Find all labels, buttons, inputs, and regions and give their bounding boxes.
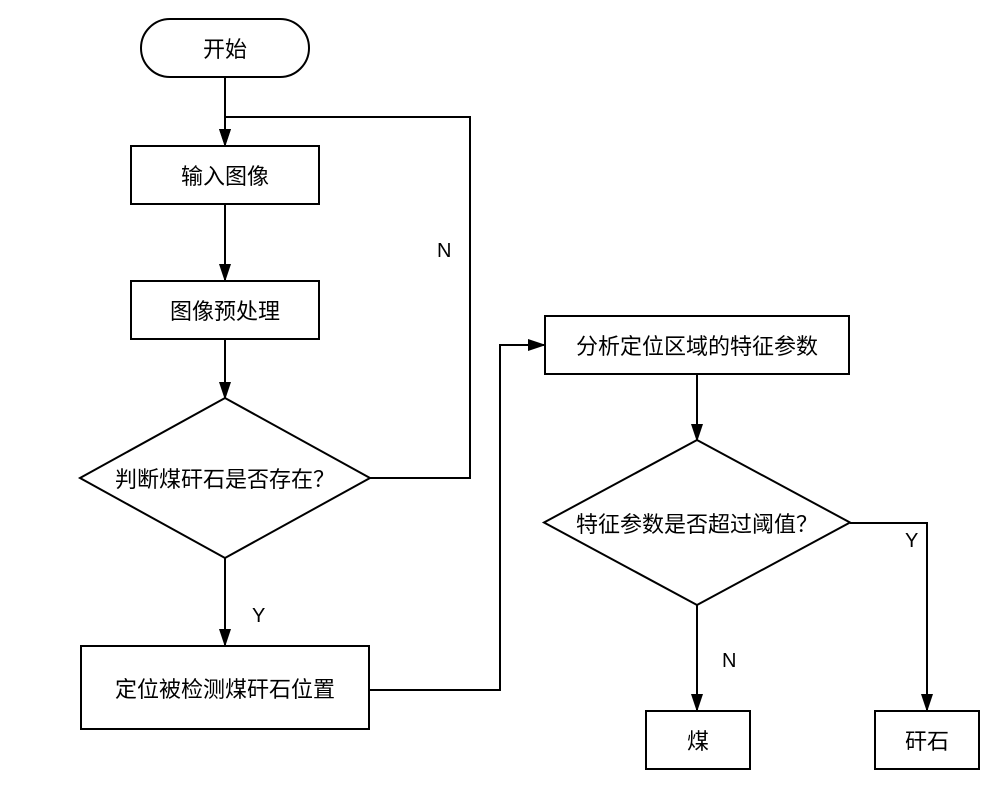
edge-label-decision2-coal: N bbox=[720, 650, 738, 673]
edge-label-decision1-input: N bbox=[435, 240, 453, 263]
node-label-decision2: 特征参数是否超过阈值？ bbox=[546, 507, 848, 539]
node-input: 输入图像 bbox=[130, 145, 320, 205]
node-label-decision1: 判断煤矸石是否存在？ bbox=[85, 462, 365, 494]
node-label-coal: 煤 bbox=[687, 724, 709, 756]
node-decision2: 特征参数是否超过阈值？ bbox=[544, 440, 850, 605]
node-locate: 定位被检测煤矸石位置 bbox=[80, 645, 370, 730]
node-decision1: 判断煤矸石是否存在？ bbox=[80, 398, 370, 558]
node-label-preprocess: 图像预处理 bbox=[170, 294, 280, 326]
node-label-locate: 定位被检测煤矸石位置 bbox=[115, 672, 335, 704]
node-analyze: 分析定位区域的特征参数 bbox=[544, 315, 850, 375]
edge-label-decision1-locate: Y bbox=[250, 605, 267, 628]
edge-label-decision2-gangue: Y bbox=[903, 530, 920, 553]
node-preprocess: 图像预处理 bbox=[130, 280, 320, 340]
edge-locate-analyze bbox=[370, 345, 544, 690]
node-label-analyze: 分析定位区域的特征参数 bbox=[576, 329, 818, 361]
node-label-start: 开始 bbox=[203, 32, 247, 64]
node-label-gangue: 矸石 bbox=[905, 724, 949, 756]
node-label-input: 输入图像 bbox=[181, 159, 269, 191]
node-start: 开始 bbox=[140, 18, 310, 78]
node-coal: 煤 bbox=[645, 710, 751, 770]
node-gangue: 矸石 bbox=[874, 710, 980, 770]
